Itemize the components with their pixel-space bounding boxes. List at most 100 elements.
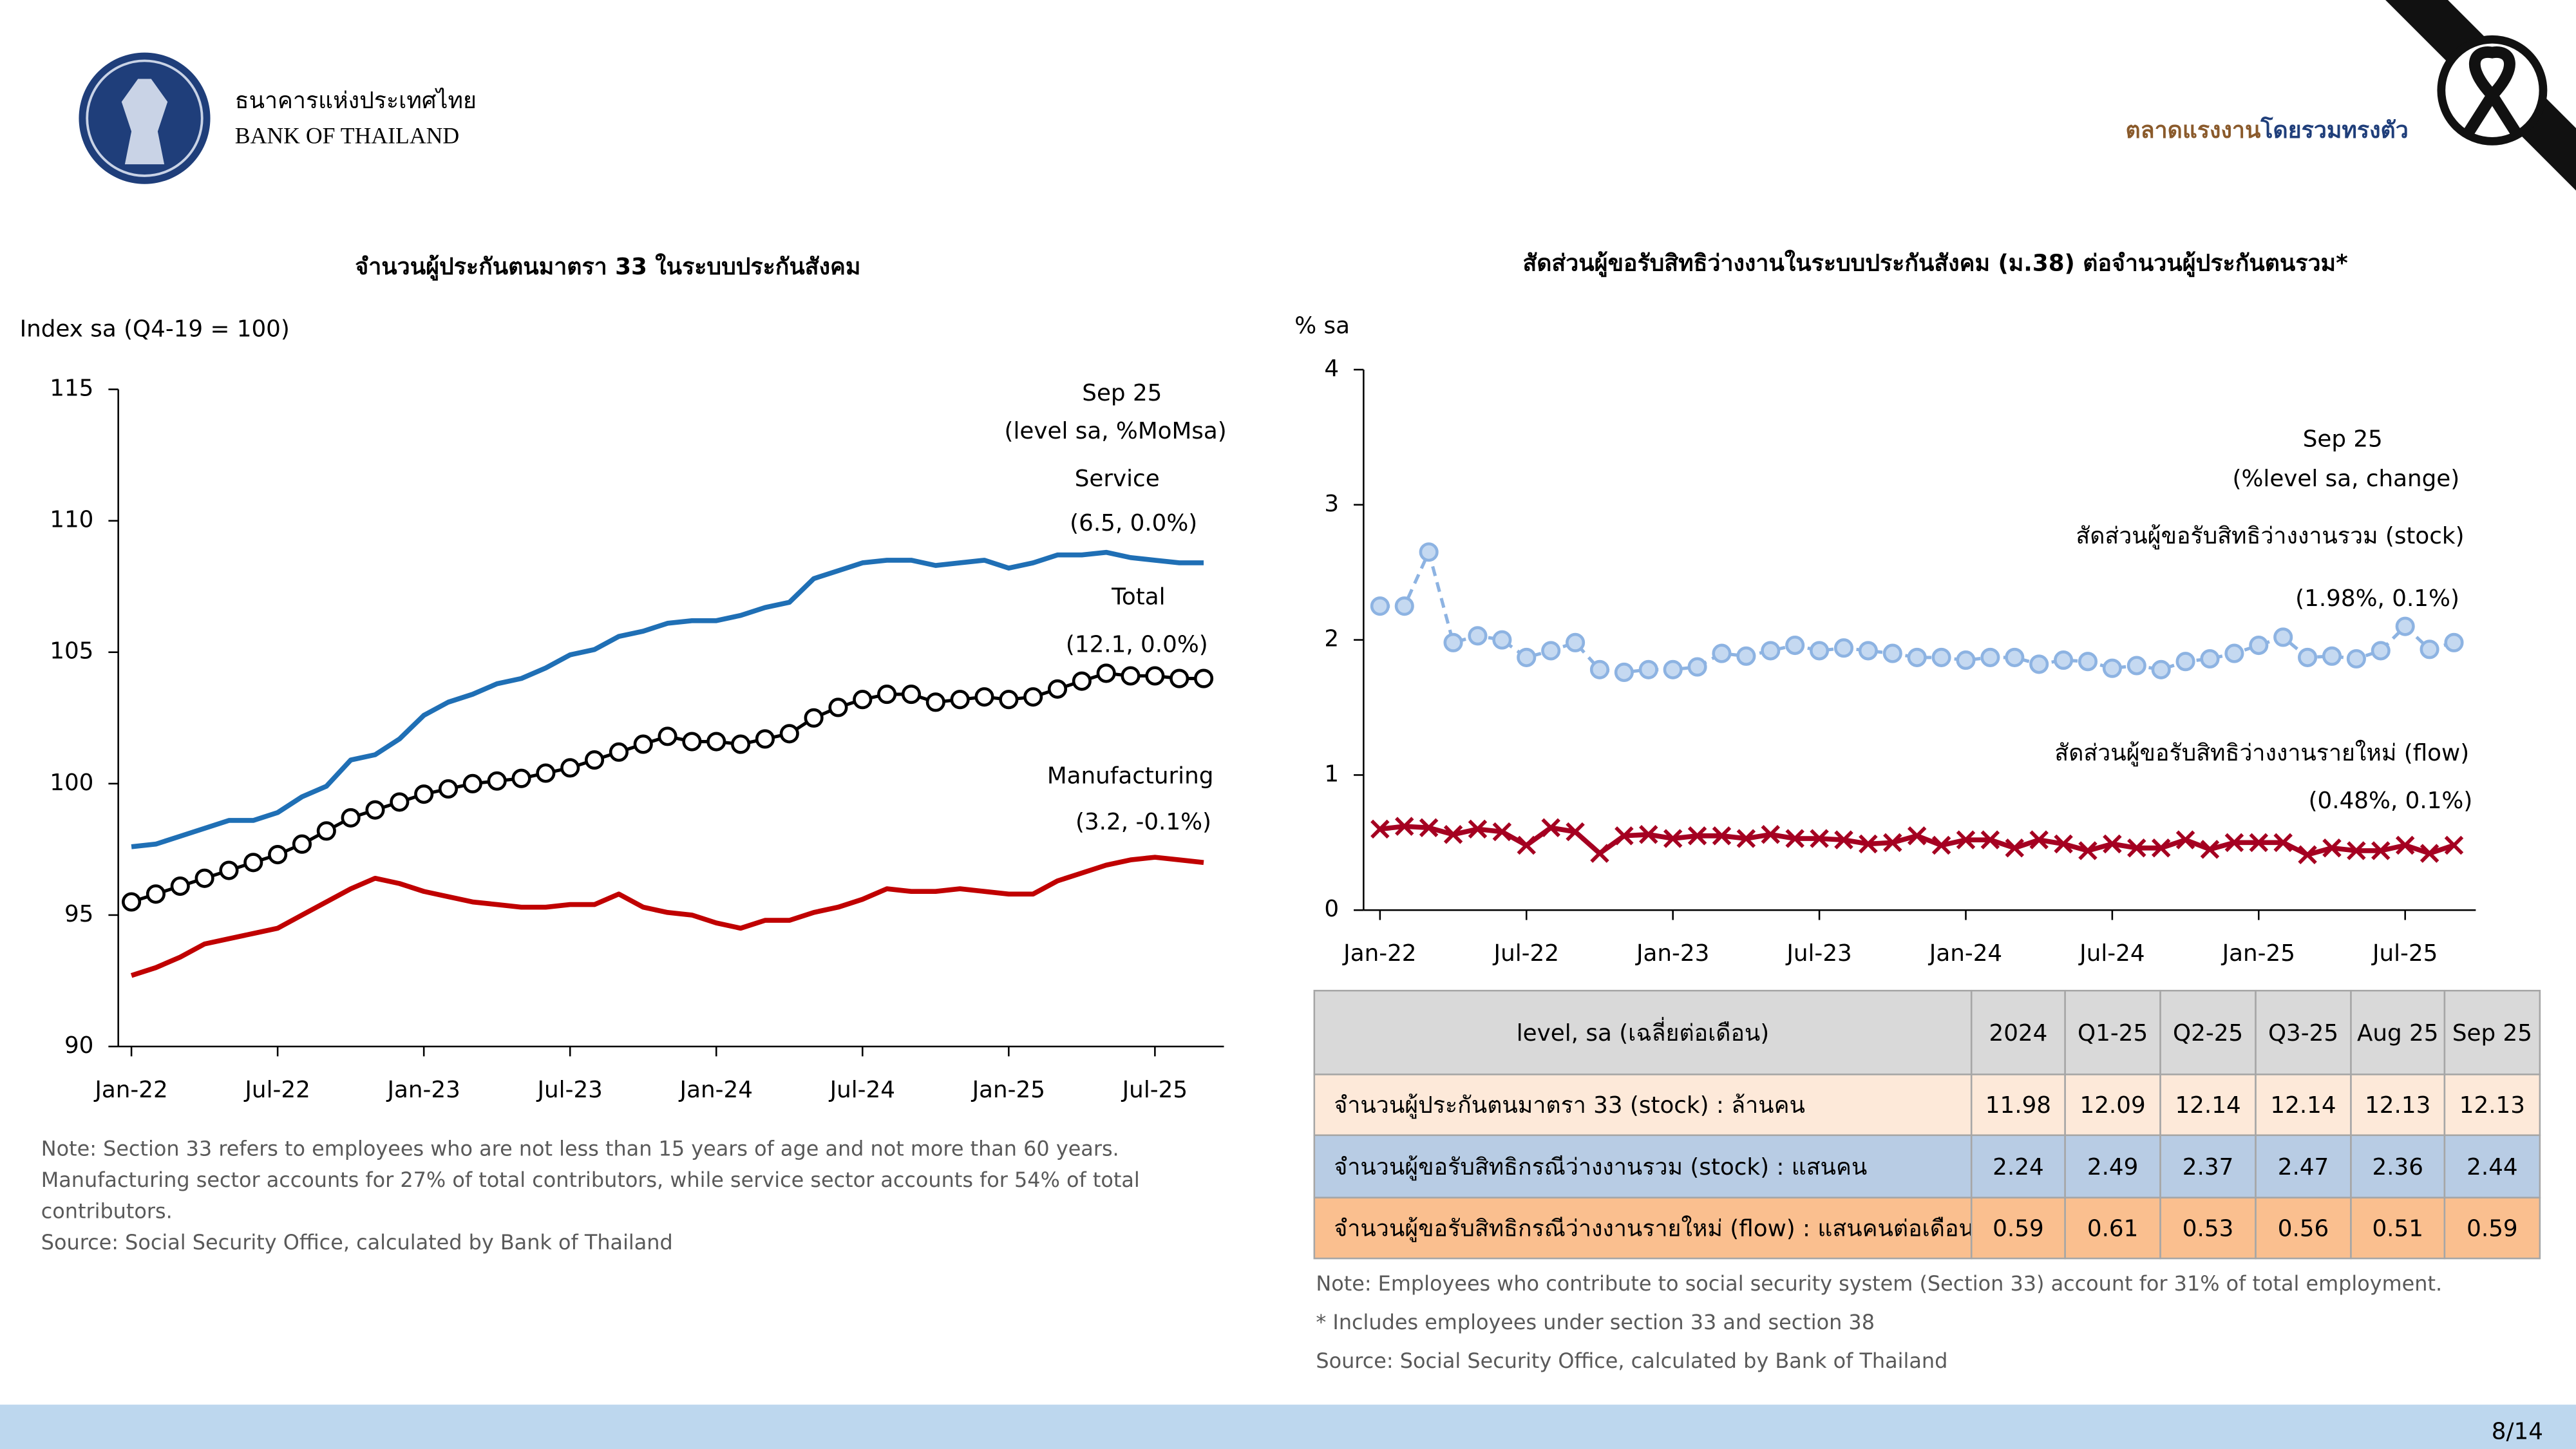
data-point <box>779 724 799 744</box>
slide-title: ตลาดแรงงานโดยรวมทรงตัว <box>2126 116 2409 144</box>
data-point <box>2371 641 2391 661</box>
data-point <box>2103 834 2122 854</box>
data-point <box>316 821 336 841</box>
x-tick-label: Jan-22 <box>93 1077 167 1103</box>
y-tick-label: 90 <box>64 1032 93 1059</box>
y-tick-label: 110 <box>50 507 93 533</box>
y-tick-label: 105 <box>50 638 93 665</box>
data-point <box>1907 826 1927 846</box>
data-point <box>1193 668 1214 688</box>
y-tick-label: 2 <box>1324 626 1339 652</box>
data-point <box>2298 845 2317 864</box>
table-cell-text: 12.09 <box>2080 1092 2146 1119</box>
data-point <box>999 690 1019 710</box>
data-point <box>2005 647 2025 667</box>
y-tick-label: 3 <box>1324 491 1339 517</box>
table-cell <box>1970 1134 2066 1198</box>
y-tick-label: 115 <box>50 375 93 402</box>
data-point <box>755 729 775 749</box>
data-point <box>1882 643 1902 663</box>
data-point <box>1541 818 1560 838</box>
data-point <box>1712 643 1732 663</box>
data-point <box>219 860 239 880</box>
table-cell-text: 0.56 <box>2278 1215 2329 1242</box>
data-point <box>2200 649 2220 669</box>
x-tick-label: Jan-25 <box>2221 940 2295 967</box>
table-header-text: Q2-25 <box>2173 1020 2243 1046</box>
data-point <box>390 792 410 812</box>
x-tick-label: Jul-24 <box>829 1077 895 1103</box>
table-cell-text: 0.59 <box>1993 1215 2043 1242</box>
data-point <box>2078 841 2098 860</box>
table-cell-text: 2.47 <box>2278 1154 2329 1180</box>
data-point <box>1907 647 1927 667</box>
data-point <box>1833 638 1854 658</box>
data-point <box>292 834 312 854</box>
table-cell <box>1970 1197 2066 1260</box>
data-point <box>828 697 848 717</box>
table-cell <box>2443 1074 2541 1137</box>
data-point <box>1394 596 1414 616</box>
data-point <box>1419 818 1439 838</box>
data-point <box>1589 659 1610 679</box>
annotation: (level sa, %MoMsa) <box>1005 418 1227 444</box>
data-point <box>2029 830 2049 849</box>
note: Note: Employees who contribute to social… <box>1316 1271 2442 1296</box>
data-point <box>1614 662 1634 683</box>
data-point <box>2444 632 2464 652</box>
data-point <box>658 726 677 746</box>
data-point <box>1145 666 1165 686</box>
note: Manufacturing sector accounts for 27% of… <box>41 1168 1140 1192</box>
table-cell-text: จำนวนผู้ประกันตนมาตรา 33 (stock) : ล้านค… <box>1334 1092 1804 1119</box>
data-point <box>2273 833 2293 853</box>
table-cell-text: 12.14 <box>2175 1092 2240 1119</box>
data-point <box>1468 819 1488 839</box>
data-point <box>2249 635 2269 656</box>
data-point <box>1096 663 1116 683</box>
ribbon <box>2463 46 2521 138</box>
data-point <box>2054 834 2073 854</box>
data-point <box>584 750 605 770</box>
data-point <box>2395 835 2415 855</box>
slide-title-part: โดยรวมทรงตัว <box>2260 116 2408 144</box>
chart-title: สัดส่วนผู้ขอรับสิทธิว่างงานในระบบประกันส… <box>1522 250 2347 278</box>
logo-figure <box>121 79 168 165</box>
table-header-text: level, sa (เฉลี่ยต่อเดือน) <box>1517 1017 1769 1046</box>
data-point <box>2054 650 2074 670</box>
data-point <box>1566 822 1585 842</box>
data-point <box>2005 838 2025 858</box>
data-point <box>2346 649 2366 669</box>
data-point <box>414 784 434 804</box>
data-point <box>1443 825 1463 844</box>
y-axis-label: % sa <box>1294 313 1350 339</box>
data-point <box>2273 627 2293 647</box>
table-cell-text: 0.61 <box>2087 1215 2139 1242</box>
data-point <box>1834 830 1853 849</box>
annotation: (%level sa, change) <box>2233 466 2460 492</box>
data-point <box>1517 647 1537 667</box>
data-point <box>2102 658 2122 678</box>
series-label: สัดส่วนผู้ขอรับสิทธิว่างงานรายใหม่ (flow… <box>2054 740 2469 766</box>
data-point <box>1883 833 1902 853</box>
data-point <box>536 763 556 783</box>
note: Source: Social Security Office, calculat… <box>41 1230 673 1255</box>
table-cell <box>2350 1197 2446 1260</box>
data-point <box>1370 596 1390 616</box>
table-cell-text: จำนวนผู้ขอรับสิทธิกรณีว่างงานรวม (stock)… <box>1334 1154 1867 1180</box>
table-cell <box>1313 1074 1973 1137</box>
table-header-text: Sep 25 <box>2452 1020 2532 1046</box>
data-point <box>1736 646 1756 666</box>
chart-title: จำนวนผู้ประกันตนมาตรา 33 ในระบบประกันสัง… <box>355 253 860 281</box>
table-cell-text: 11.98 <box>1985 1092 2051 1119</box>
page-number: 8/14 <box>2492 1418 2543 1444</box>
data-point <box>1170 668 1189 688</box>
table-cell-text: 2.24 <box>1993 1154 2043 1180</box>
data-point <box>1956 830 1976 849</box>
table-cell-text: 12.14 <box>2270 1092 2336 1119</box>
table-cell <box>2255 989 2352 1075</box>
series-line <box>130 855 1204 978</box>
table-header-text: Q3-25 <box>2268 1020 2338 1046</box>
logo-ring <box>86 59 204 177</box>
series-label: Manufacturing <box>1047 763 1214 790</box>
data-point <box>1980 830 2000 849</box>
